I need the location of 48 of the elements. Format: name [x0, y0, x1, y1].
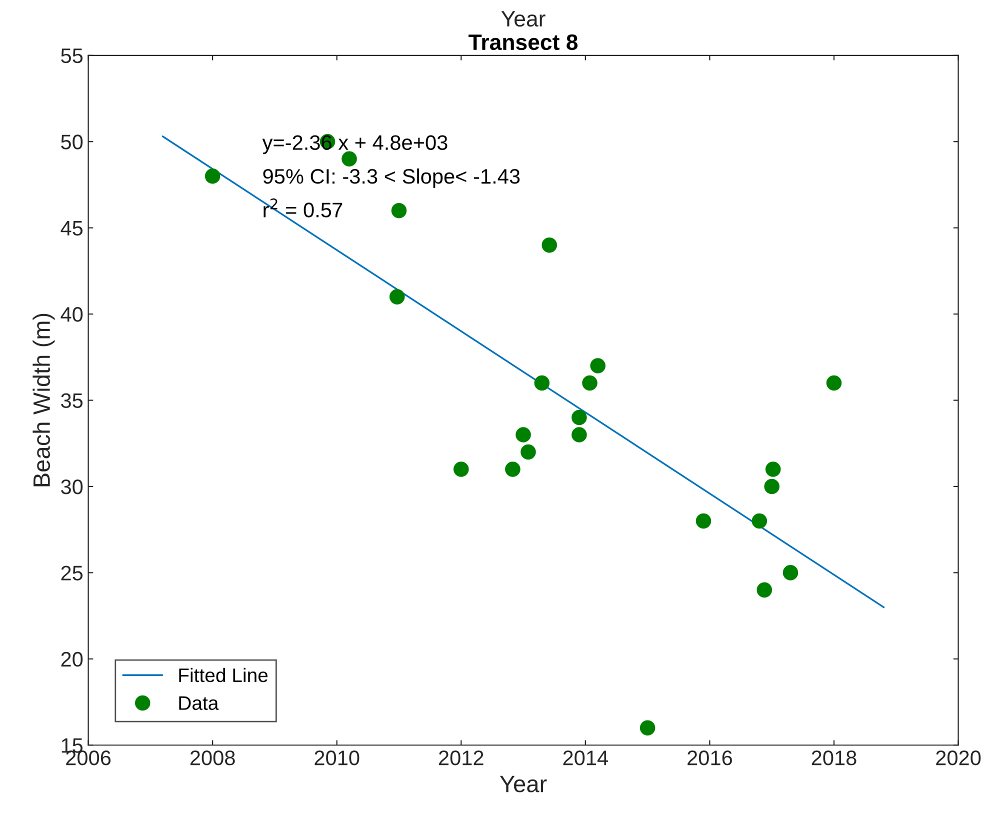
point	[582, 375, 598, 391]
point	[572, 427, 587, 442]
x-tick-label: 2018	[812, 750, 856, 766]
y-tick-label: 15	[62, 738, 83, 753]
point	[752, 513, 768, 529]
chart-subtitle: Year	[501, 11, 546, 27]
point	[590, 358, 606, 374]
x-tick-label: 2016	[688, 750, 732, 766]
y-tick-label: 20	[61, 652, 83, 667]
point	[640, 720, 656, 736]
point	[520, 444, 536, 460]
point	[389, 289, 405, 304]
x-tick-label: 2012	[439, 750, 484, 766]
y-tick-label: 40	[60, 307, 83, 322]
x-tick-label: 2008	[190, 750, 235, 766]
point	[696, 513, 712, 529]
annotation: y=-2.36 x + 4.8e+03	[262, 135, 448, 154]
x-tick-label: 2014	[563, 750, 608, 766]
chart-title: Transect 8	[468, 34, 578, 50]
annotation: 95% CI: -3.3 < Slope< -1.43	[263, 168, 520, 188]
y-axis-title: Beach Width (m)	[32, 314, 55, 486]
point	[342, 151, 357, 167]
point	[204, 168, 220, 184]
point	[505, 462, 520, 477]
point	[534, 375, 550, 391]
x-axis-title: Year	[500, 776, 547, 792]
x-tick-label: 2006	[66, 750, 111, 766]
point	[542, 237, 558, 253]
y-tick-label: 35	[61, 393, 83, 408]
y-tick-label: 50	[61, 134, 83, 150]
point	[572, 410, 587, 426]
x-tick-label: 2010	[314, 750, 360, 766]
legend-label: Data	[179, 696, 219, 710]
point	[826, 375, 842, 391]
point	[756, 582, 772, 598]
y-tick-label: 45	[60, 221, 83, 236]
point	[782, 565, 798, 580]
point	[391, 202, 407, 218]
y-tick-label: 25	[61, 566, 83, 580]
y-tick-label: 30	[61, 479, 83, 494]
point	[765, 462, 781, 477]
point	[764, 478, 780, 494]
annotation: r$^{2}$ = 0.57	[264, 198, 342, 218]
legend-label: Fitted Line	[179, 668, 268, 682]
y-tick-label: 55	[61, 48, 83, 64]
x-tick-label: 2020	[936, 750, 981, 766]
point	[516, 427, 531, 442]
point	[454, 462, 469, 477]
